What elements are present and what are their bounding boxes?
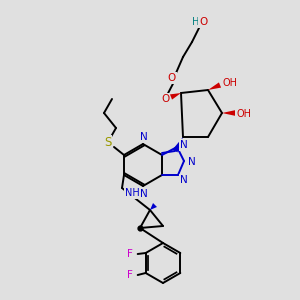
Text: OH: OH <box>223 78 238 88</box>
Polygon shape <box>172 137 183 152</box>
Text: F: F <box>127 270 133 280</box>
Polygon shape <box>208 82 221 90</box>
Text: O: O <box>168 73 176 83</box>
Polygon shape <box>150 203 157 210</box>
Text: N: N <box>180 175 188 185</box>
Text: H: H <box>192 17 200 27</box>
Text: F: F <box>127 249 133 259</box>
Polygon shape <box>222 110 235 116</box>
Text: N: N <box>140 189 148 199</box>
Text: OH: OH <box>236 109 251 119</box>
Text: O: O <box>199 17 207 27</box>
Text: N: N <box>140 132 148 142</box>
Text: S: S <box>104 136 112 148</box>
Text: N: N <box>180 140 188 150</box>
Text: NH: NH <box>124 188 140 198</box>
Polygon shape <box>170 93 181 100</box>
Text: O: O <box>161 94 169 104</box>
Text: N: N <box>188 157 196 167</box>
